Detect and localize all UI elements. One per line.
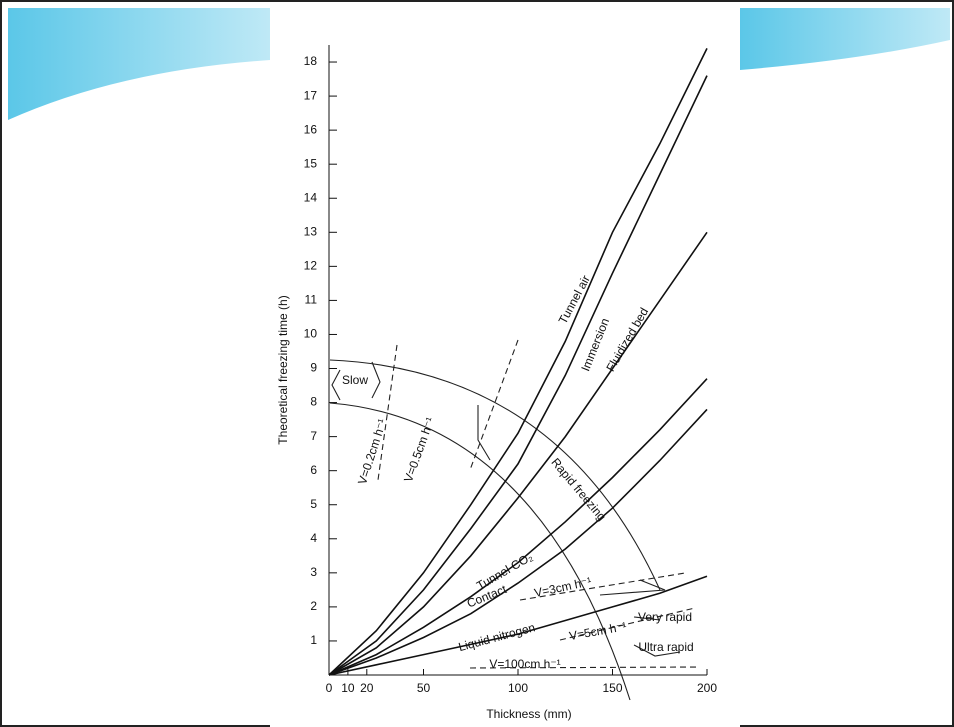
y-tick-label: 14 [304,190,318,204]
y-tick-label: 5 [310,497,317,511]
y-tick-label: 17 [304,88,318,102]
x-tick-label: 50 [417,681,431,695]
y-tick-label: 1 [310,633,317,647]
x-axis-label: Thickness (mm) [486,707,571,721]
annotation: V=100cm h⁻¹ [489,657,560,671]
y-tick-label: 13 [304,224,318,238]
y-axis-label: Theoretical freezing time (h) [276,295,290,444]
chart: Thickness (mm) Theoretical freezing time… [0,0,954,727]
y-tick-label: 4 [310,531,317,545]
y-tick-label: 18 [304,54,318,68]
annotation: Ultra rapid [638,640,693,654]
slide: Thickness (mm) Theoretical freezing time… [0,0,954,727]
y-tick-label: 9 [310,361,317,375]
y-tick-label: 2 [310,599,317,613]
y-tick-label: 10 [304,327,318,341]
annotation: Very rapid [638,610,692,624]
y-tick-label: 7 [310,429,317,443]
y-tick-label: 15 [304,156,318,170]
y-tick-label: 8 [310,395,317,409]
x-tick-label: 150 [602,681,622,695]
annotation: Slow [342,373,368,387]
y-tick-label: 3 [310,565,317,579]
x-tick-label: 100 [508,681,528,695]
x-tick-label: 0 [326,681,333,695]
y-tick-label: 12 [304,259,318,273]
x-tick-label: 10 [341,681,355,695]
y-tick-label: 11 [305,293,318,307]
y-tick-label: 16 [304,122,318,136]
x-tick-label: 200 [697,681,717,695]
x-tick-label: 20 [360,681,374,695]
y-tick-label: 6 [310,463,317,477]
